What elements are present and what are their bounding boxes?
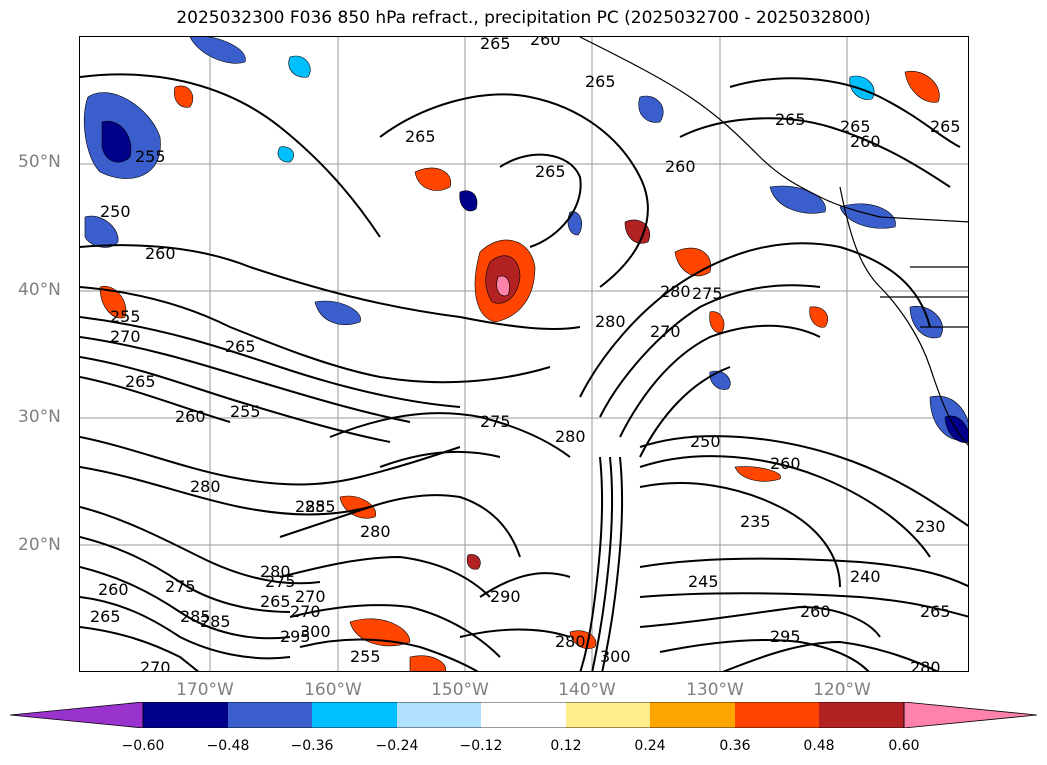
contour-label: 275 (692, 284, 723, 303)
gridlines (80, 37, 968, 671)
colorbar-swatch (143, 702, 228, 728)
colorbar-tick-label: 0.48 (803, 738, 835, 754)
colorbar-swatch (312, 702, 397, 728)
colorbar-extend-high (903, 702, 1037, 728)
colorbar-swatch (481, 702, 566, 728)
contour-label: 280 (360, 522, 391, 541)
contour-label: 260 (98, 580, 129, 599)
contour-label: 260 (800, 602, 831, 621)
contour-label: 250 (690, 432, 721, 451)
contour-label: 255 (230, 402, 261, 421)
contour-label: 280 (595, 312, 626, 331)
contour-label: 265 (405, 127, 436, 146)
lon-label-120w: 120°W (813, 680, 871, 700)
lat-label-40n: 40°N (18, 280, 61, 300)
contour-label: 270 (110, 327, 141, 346)
contour-label: 270 (650, 322, 681, 341)
contour-label: 260 (665, 157, 696, 176)
colorbar-tick-label: 0.24 (634, 738, 666, 754)
contour-label: 265 (535, 162, 566, 181)
contour-label: 265 (920, 602, 951, 621)
contour-label: 280 (555, 632, 586, 651)
contour-label: 270 (290, 602, 321, 621)
colorbar-tick-label: 0.60 (888, 738, 920, 754)
contour-label: 295 (280, 627, 311, 646)
refractivity-contours (80, 73, 968, 671)
chart-title: 2025032300 F036 850 hPa refract., precip… (176, 8, 871, 28)
colorbar-tick-label: 0.12 (550, 738, 582, 754)
colorbar-swatch (228, 702, 312, 728)
precip-positive-patches (99, 70, 940, 671)
contour-label: 265 (90, 607, 121, 626)
lon-label-140w: 140°W (558, 680, 616, 700)
contour-label: 285 (295, 497, 326, 516)
colorbar-tick-label: −0.60 (121, 738, 165, 754)
contour-label: 240 (850, 567, 881, 586)
contour-label: 270 (140, 658, 171, 672)
colorbar-tick-label: −0.36 (290, 738, 334, 754)
lon-label-160w: 160°W (304, 680, 362, 700)
contour-label: 275 (480, 412, 511, 431)
contour-label: 250 (100, 202, 131, 221)
contour-label: 285 (180, 607, 211, 626)
contour-label: 265 (840, 117, 871, 136)
contour-label: 265 (260, 592, 291, 611)
contour-label: 280 (660, 282, 691, 301)
contour-label: 255 (110, 307, 141, 326)
colorbar-swatch (397, 702, 481, 728)
contour-label: 245 (688, 572, 719, 591)
contour-label: 260 (175, 407, 206, 426)
contour-label: 275 (265, 572, 296, 591)
colorbar-swatch (735, 702, 819, 728)
contour-label: 230 (915, 517, 946, 536)
colorbar-swatch (566, 702, 650, 728)
contour-label: 265 (125, 372, 156, 391)
colorbar-tick-label: −0.12 (459, 738, 503, 754)
lon-label-170w: 170°W (176, 680, 234, 700)
contour-label: 255 (350, 647, 381, 666)
colorbar-swatch (819, 702, 904, 728)
contour-label: 265 (585, 72, 616, 91)
lon-label-150w: 150°W (431, 680, 489, 700)
contour-label: 260 (850, 132, 881, 151)
colorbar-tick-label: −0.24 (375, 738, 419, 754)
coastline (579, 37, 968, 446)
contour-label: 265 (225, 337, 256, 356)
contour-label: 300 (600, 647, 631, 666)
contour-label: 275 (165, 577, 196, 596)
lat-label-30n: 30°N (18, 407, 61, 427)
colorbar-swatch (650, 702, 735, 728)
contour-label: 280 (910, 658, 941, 672)
precip-negative-patches (83, 37, 968, 443)
contour-label: 295 (770, 627, 801, 646)
contour-label: 285 (305, 497, 336, 516)
contour-label: 265 (930, 117, 961, 136)
contour-label: 260 (145, 244, 176, 263)
contour-label: 265 (775, 110, 806, 129)
lon-label-130w: 130°W (686, 680, 744, 700)
colorbar-extend-low (10, 702, 144, 728)
contour-label: 285 (200, 612, 231, 631)
lat-label-50n: 50°N (18, 152, 61, 172)
contour-label: 265 (480, 37, 511, 53)
contour-label: 260 (770, 454, 801, 473)
contour-label: 280 (190, 477, 221, 496)
contour-label: 280 (260, 562, 291, 581)
colorbar-tick-label: 0.36 (719, 738, 751, 754)
contour-label: 270 (295, 587, 326, 606)
colorbar (10, 702, 1037, 728)
contour-label: 290 (490, 587, 521, 606)
map-panel: 265 260 265 265 265 255 250 260 265 260 … (79, 36, 969, 672)
colorbar-tick-label: −0.48 (206, 738, 250, 754)
lat-label-20n: 20°N (18, 535, 61, 555)
contour-label: 300 (300, 622, 331, 641)
contour-labels: 265 260 265 265 265 255 250 260 265 260 … (90, 37, 961, 672)
contour-label: 235 (740, 512, 771, 531)
contour-label: 260 (530, 37, 561, 49)
map-svg: 265 260 265 265 265 255 250 260 265 260 … (80, 37, 968, 672)
contour-label: 255 (135, 147, 166, 166)
contour-label: 280 (555, 427, 586, 446)
